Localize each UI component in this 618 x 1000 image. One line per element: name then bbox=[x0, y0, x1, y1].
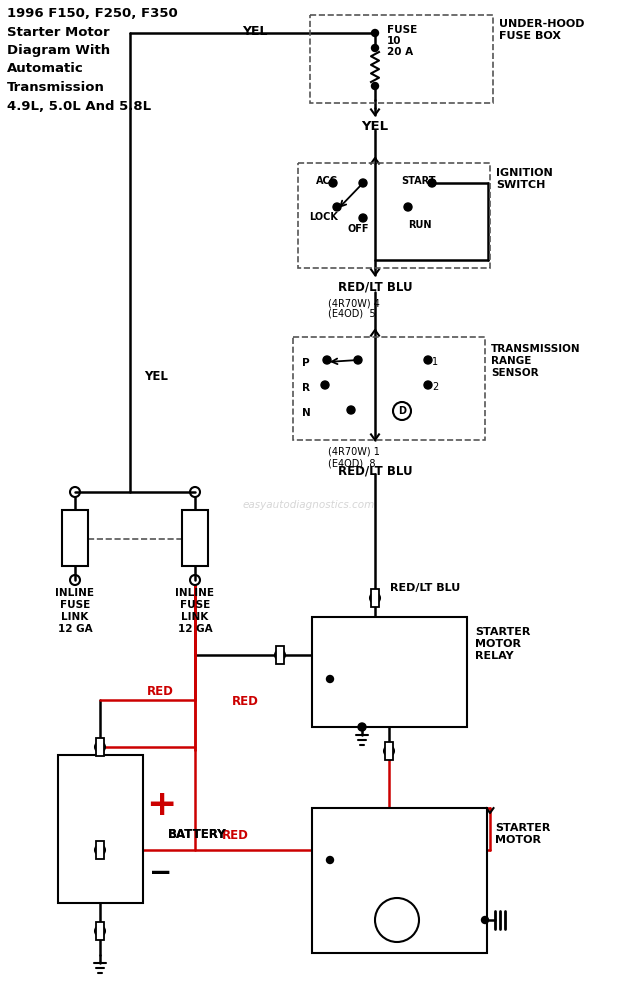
Text: +: + bbox=[146, 788, 176, 822]
Text: FUSE BOX: FUSE BOX bbox=[499, 31, 561, 41]
Text: 2: 2 bbox=[432, 382, 438, 392]
Bar bbox=[182, 510, 208, 566]
Text: OFF: OFF bbox=[347, 224, 369, 234]
Circle shape bbox=[347, 406, 355, 414]
Text: RED: RED bbox=[232, 695, 258, 708]
Circle shape bbox=[333, 203, 341, 211]
Text: RELAY: RELAY bbox=[475, 651, 514, 661]
Text: 12 GA: 12 GA bbox=[178, 624, 213, 634]
Text: YEL: YEL bbox=[242, 25, 268, 38]
Text: UNDER-HOOD: UNDER-HOOD bbox=[499, 19, 585, 29]
Text: (4R70W) 4: (4R70W) 4 bbox=[328, 298, 380, 308]
Text: 12 GA: 12 GA bbox=[57, 624, 92, 634]
Text: −: − bbox=[150, 859, 172, 887]
Text: FUSE: FUSE bbox=[60, 600, 90, 610]
Text: 1: 1 bbox=[432, 357, 438, 367]
Text: easyautodiagnostics.com: easyautodiagnostics.com bbox=[243, 500, 375, 510]
Text: (E4OD)  8: (E4OD) 8 bbox=[328, 458, 376, 468]
Text: RED/LT BLU: RED/LT BLU bbox=[390, 583, 460, 593]
Bar bbox=[310, 15, 493, 103]
Text: TRANSMISSION: TRANSMISSION bbox=[491, 344, 581, 354]
Circle shape bbox=[371, 29, 378, 36]
Circle shape bbox=[326, 676, 334, 682]
Text: RED: RED bbox=[222, 829, 248, 842]
Text: LINK: LINK bbox=[61, 612, 88, 622]
Text: (4R70W) 1: (4R70W) 1 bbox=[328, 447, 380, 457]
Circle shape bbox=[323, 356, 331, 364]
Circle shape bbox=[371, 83, 378, 90]
Text: D: D bbox=[398, 406, 406, 416]
Text: RED/LT BLU: RED/LT BLU bbox=[337, 465, 412, 478]
Text: R: R bbox=[302, 383, 310, 393]
Text: 20 A: 20 A bbox=[387, 47, 413, 57]
Text: SWITCH: SWITCH bbox=[496, 180, 545, 190]
Bar bbox=[371, 589, 379, 607]
Text: 10: 10 bbox=[387, 36, 402, 46]
Text: FUSE: FUSE bbox=[180, 600, 210, 610]
Text: MOTOR: MOTOR bbox=[475, 639, 521, 649]
Text: LOCK: LOCK bbox=[309, 212, 338, 222]
Text: STARTER: STARTER bbox=[475, 627, 530, 637]
Bar bbox=[312, 617, 467, 727]
Text: INLINE: INLINE bbox=[176, 588, 214, 598]
Text: N: N bbox=[302, 408, 311, 418]
Bar bbox=[96, 738, 104, 756]
Bar bbox=[96, 922, 104, 940]
Bar bbox=[298, 163, 490, 268]
Text: BATTERY: BATTERY bbox=[168, 828, 227, 842]
Text: SENSOR: SENSOR bbox=[491, 368, 539, 378]
Text: RUN: RUN bbox=[408, 220, 431, 230]
Text: BATTERY: BATTERY bbox=[168, 828, 227, 842]
Circle shape bbox=[326, 856, 334, 863]
Text: IGNITION: IGNITION bbox=[496, 168, 552, 178]
Bar bbox=[312, 808, 487, 953]
Bar bbox=[276, 646, 284, 664]
Bar bbox=[96, 841, 104, 859]
Text: YEL: YEL bbox=[144, 370, 168, 383]
Text: ACC: ACC bbox=[316, 176, 338, 186]
Circle shape bbox=[358, 723, 366, 731]
Text: RANGE: RANGE bbox=[491, 356, 531, 366]
Circle shape bbox=[424, 356, 432, 364]
Text: STARTER: STARTER bbox=[495, 823, 551, 833]
Text: 1996 F150, F250, F350
Starter Motor
Diagram With
Automatic
Transmission
4.9L, 5.: 1996 F150, F250, F350 Starter Motor Diag… bbox=[7, 7, 178, 112]
Circle shape bbox=[354, 356, 362, 364]
Circle shape bbox=[359, 214, 367, 222]
Text: INLINE: INLINE bbox=[56, 588, 95, 598]
Text: RED: RED bbox=[146, 685, 174, 698]
Bar bbox=[293, 337, 485, 440]
Circle shape bbox=[404, 203, 412, 211]
Circle shape bbox=[424, 381, 432, 389]
Text: RED/LT BLU: RED/LT BLU bbox=[337, 281, 412, 294]
Bar bbox=[62, 510, 88, 566]
Circle shape bbox=[481, 916, 488, 924]
Circle shape bbox=[321, 381, 329, 389]
Text: (E4OD)  5: (E4OD) 5 bbox=[328, 309, 376, 319]
Text: MOTOR: MOTOR bbox=[495, 835, 541, 845]
Circle shape bbox=[359, 179, 367, 187]
Text: START: START bbox=[402, 176, 436, 186]
Text: YEL: YEL bbox=[362, 120, 389, 133]
Bar bbox=[58, 755, 143, 903]
Bar bbox=[385, 742, 393, 760]
Text: FUSE: FUSE bbox=[387, 25, 417, 35]
Text: RED: RED bbox=[431, 829, 459, 842]
Text: P: P bbox=[302, 358, 310, 368]
Text: M: M bbox=[388, 911, 406, 929]
Circle shape bbox=[371, 44, 378, 51]
Circle shape bbox=[428, 179, 436, 187]
Text: LINK: LINK bbox=[181, 612, 209, 622]
Circle shape bbox=[329, 179, 337, 187]
